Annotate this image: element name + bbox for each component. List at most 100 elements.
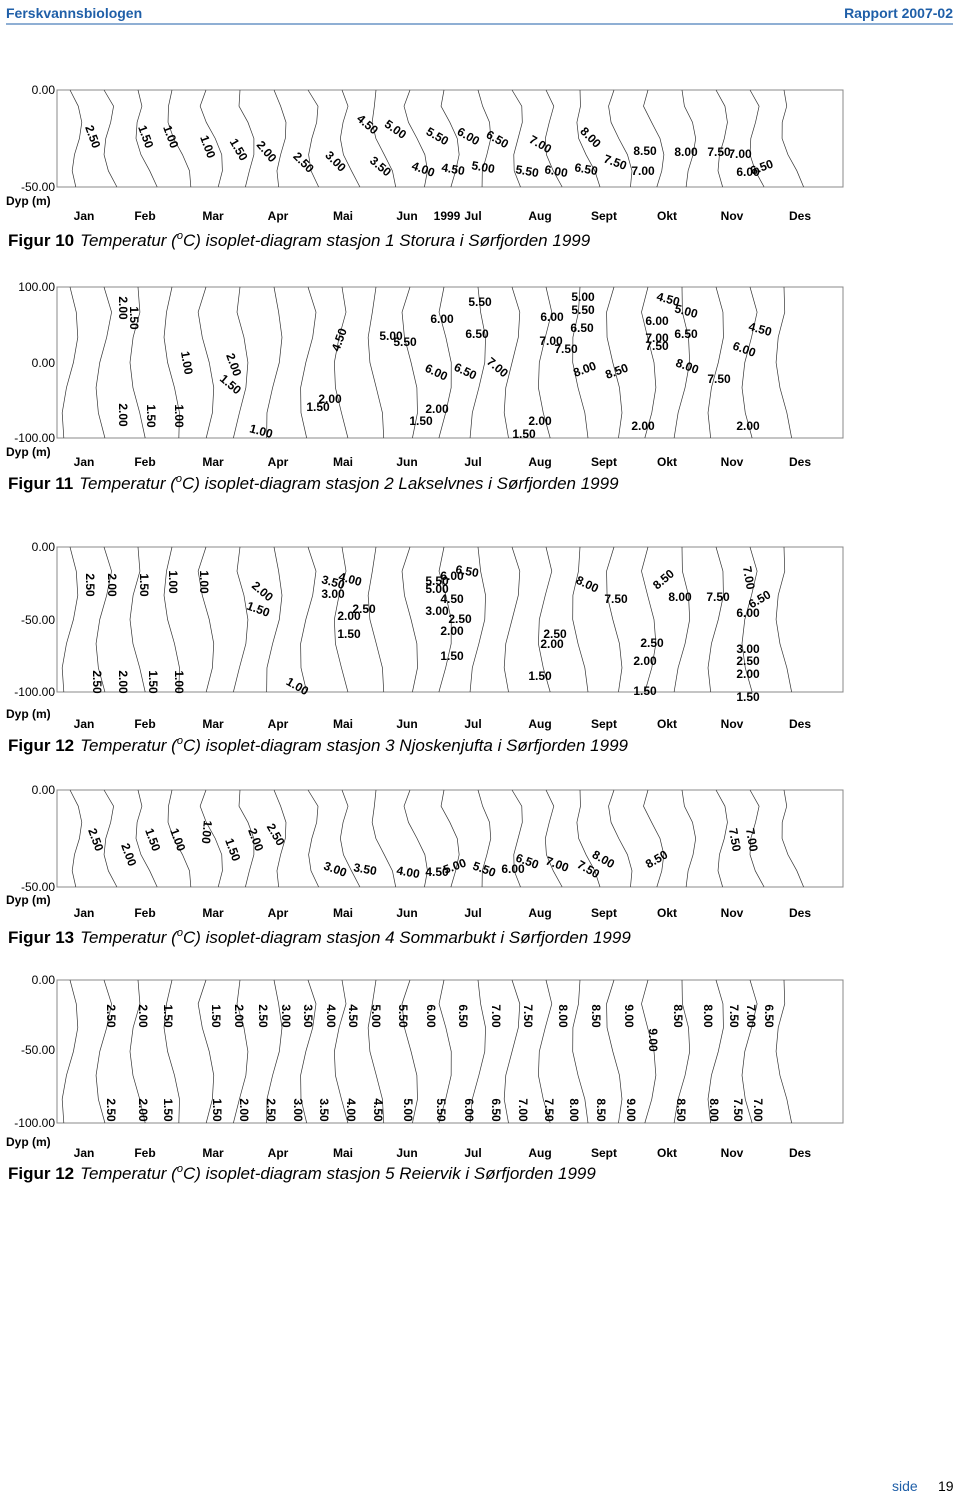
isopleth (238, 789, 255, 888)
contour-label: 2.50 (82, 123, 103, 150)
isopleth (641, 979, 657, 1124)
month-label: Feb (134, 717, 155, 731)
contour-label: 4.00 (344, 1098, 358, 1122)
contour-label: 5.00 (425, 582, 449, 596)
plot-frame (56, 286, 844, 439)
isopleth (95, 286, 112, 439)
contour-label: 7.00 (740, 565, 758, 591)
isopleths (69, 89, 804, 188)
month-label: Aug (528, 717, 551, 731)
isopleth (544, 789, 563, 888)
month-label: Feb (134, 455, 155, 469)
month-label: Jul (464, 1146, 481, 1160)
month-label: Apr (268, 209, 289, 223)
isopleth (367, 286, 385, 439)
isopleth (333, 546, 349, 693)
contour-label: 7.00 (489, 1004, 503, 1028)
caption: Figur 10 Temperatur (oC) isoplet-diagram … (8, 230, 591, 250)
contour-label: 1.50 (144, 404, 158, 428)
y-label: -50.00 (21, 613, 55, 627)
contour-label: 6.00 (501, 862, 525, 876)
isopleth (749, 789, 765, 888)
contour-label: 9.00 (646, 1028, 660, 1052)
depth-label: Dyp (m) (6, 194, 51, 208)
contour-label: 4.00 (324, 1004, 338, 1028)
isopleth (440, 89, 460, 188)
caption-text: Temperatur ( (80, 1164, 179, 1183)
isopleth (641, 546, 657, 693)
isopleth (69, 789, 83, 888)
isopleth (749, 89, 765, 188)
month-label: Des (789, 717, 811, 731)
contour-label: 3.00 (322, 148, 349, 175)
contour-label: 7.00 (743, 827, 761, 853)
month-label: Aug (528, 209, 551, 223)
contour-label: 5.50 (571, 303, 595, 317)
isopleth (167, 789, 192, 888)
month-label: Des (789, 1146, 811, 1160)
contour-label: 7.00 (539, 334, 563, 348)
footer-label: side (892, 1478, 918, 1494)
contour-label: 1.00 (167, 826, 188, 853)
y-label: 0.00 (32, 540, 56, 554)
contour-label: 2.50 (352, 602, 376, 616)
month-label: Apr (268, 906, 289, 920)
y-label: -100.00 (14, 431, 55, 445)
y-label: 0.00 (32, 783, 56, 797)
contour-label: 1.00 (172, 404, 186, 428)
contour-label: 4.50 (329, 326, 350, 353)
contour-label: 6.50 (452, 360, 479, 383)
contour-label: 1.00 (160, 123, 181, 150)
contour-label: 6.00 (440, 569, 464, 583)
isopleth (95, 979, 112, 1124)
contour-label: 4.50 (425, 865, 449, 879)
month-label: Jan (74, 455, 95, 469)
isopleth (775, 979, 792, 1124)
isopleth (707, 979, 724, 1124)
y-label: 0.00 (32, 973, 56, 987)
month-label: Mar (202, 717, 224, 731)
contour-label: 4.50 (440, 592, 464, 606)
contour-label: 6.50 (674, 327, 698, 341)
contour-label: 2.00 (337, 609, 361, 623)
isopleth (233, 546, 249, 693)
isopleth (606, 286, 623, 439)
contour-label: 8.50 (594, 1098, 608, 1122)
caption-label: Figur 10 (8, 231, 74, 250)
caption-label: Figur 12 (8, 736, 74, 755)
contour-label: 5.00 (673, 301, 699, 321)
month-label: Mar (202, 455, 224, 469)
contour-label: 1.50 (217, 371, 244, 397)
contour-label: 5.00 (441, 856, 468, 877)
isopleth (300, 979, 317, 1124)
caption-sup: o (177, 735, 183, 747)
contour-label: 8.50 (643, 847, 671, 871)
month-label: Nov (721, 1146, 744, 1160)
caption-text: C) isoplet-diagram stasjon 1 Storura i S… (183, 231, 591, 250)
isopleth (403, 789, 428, 888)
contour-label: 2.50 (543, 627, 567, 641)
month-label: Sept (591, 906, 617, 920)
month-label: Okt (657, 1146, 677, 1160)
isopleth (339, 89, 361, 188)
contour-label: 6.00 (540, 310, 564, 324)
isopleth (333, 286, 349, 439)
caption: Figur 12 Temperatur (oC) isoplet-diagram … (8, 1163, 596, 1183)
caption-text: Temperatur ( (80, 928, 179, 947)
contour-label: 3.00 (425, 604, 449, 618)
contour-label: 6.00 (736, 165, 760, 179)
contour-label: 6.00 (736, 606, 760, 620)
figure: 0.00 -50.00 -100.00 Dyp (m) Jan Feb Mar Apr Mai J… (6, 973, 844, 1183)
isopleth (781, 789, 804, 888)
isopleth (511, 89, 523, 188)
contour-label: 1.50 (633, 684, 657, 698)
isopleth (339, 789, 361, 888)
contour-label: 2.00 (736, 419, 760, 433)
caption: Figur 11 Temperatur (oC) isoplet-diagram … (8, 473, 619, 493)
isopleth (401, 546, 418, 693)
month-label: Okt (657, 209, 677, 223)
contour-label: 6.00 (424, 1004, 438, 1028)
caption-sup: o (177, 927, 183, 939)
contour-label: 1.00 (197, 133, 218, 160)
contour-label: 4.00 (337, 569, 363, 589)
